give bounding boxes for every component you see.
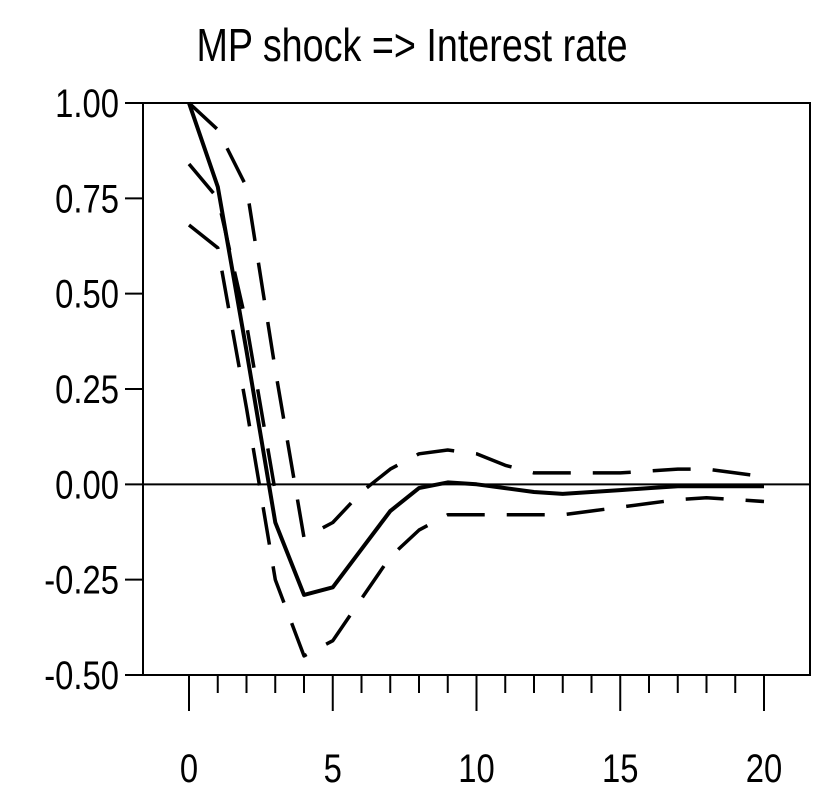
y-tick-label: 0.75 <box>55 176 119 221</box>
x-tick-label: 5 <box>324 746 342 791</box>
y-tick-label: 1.00 <box>55 81 119 126</box>
y-tick-label: 0.50 <box>55 272 119 317</box>
x-tick-label: 10 <box>458 746 494 791</box>
x-tick-label: 0 <box>180 746 198 791</box>
series-line-lower <box>187 223 765 658</box>
y-tick-label: 0.25 <box>55 367 119 412</box>
x-tick-label: 15 <box>602 746 638 791</box>
y-tick-label: 0.00 <box>55 462 119 507</box>
series-line-upper <box>187 101 765 540</box>
y-tick-label: -0.25 <box>44 558 119 603</box>
series-layer <box>187 101 765 658</box>
series-line-upper-outer <box>187 162 278 493</box>
y-tick-label: -0.50 <box>44 653 119 698</box>
x-tick-label: 20 <box>746 746 782 791</box>
series-line-response <box>187 102 764 597</box>
y-axis: 1.00 0.75 0.50 0.25 0.00 -0.25 -0.50 <box>44 81 143 698</box>
x-axis: 0 5 10 15 20 <box>180 675 782 791</box>
chart-title: MP shock => Interest rate <box>196 19 628 71</box>
